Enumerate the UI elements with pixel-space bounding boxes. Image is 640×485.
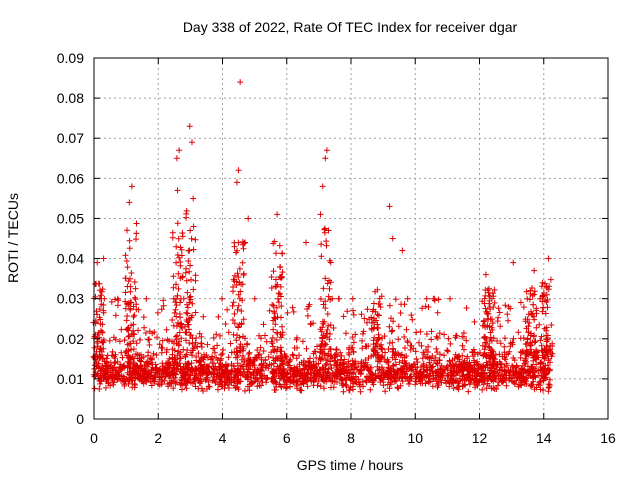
y-tick-label: 0.07 — [57, 130, 84, 146]
roti-point — [389, 235, 396, 242]
roti-point — [173, 155, 180, 162]
roti-point — [545, 255, 552, 262]
y-tick-label: 0.03 — [57, 291, 84, 307]
x-tick-label: 2 — [154, 430, 162, 446]
roti-point — [186, 123, 193, 130]
roti-point — [188, 139, 195, 146]
y-tick-label: 0.09 — [57, 50, 84, 66]
data-points — [90, 79, 556, 395]
roti-point — [100, 255, 107, 262]
x-tick-label: 0 — [90, 430, 98, 446]
roti-point-cloud — [90, 195, 556, 395]
y-tick-label: 0 — [76, 411, 84, 427]
x-tick-label: 6 — [283, 430, 291, 446]
roti-point — [235, 167, 242, 174]
y-axis-label: ROTI / TECUs — [5, 193, 21, 283]
y-tick-label: 0.02 — [57, 331, 84, 347]
roti-point — [317, 211, 324, 218]
roti-point — [323, 147, 330, 154]
x-tick-label: 4 — [219, 430, 227, 446]
x-tick-label: 12 — [472, 430, 488, 446]
roti-point — [176, 147, 183, 154]
roti-point — [399, 247, 406, 254]
chart-title: Day 338 of 2022, Rate Of TEC Index for r… — [183, 19, 518, 35]
roti-point — [128, 183, 135, 190]
roti-point — [126, 199, 133, 206]
roti-point — [274, 211, 281, 218]
axis-ticks — [93, 57, 609, 420]
roti-point — [325, 227, 332, 234]
roti-point — [510, 259, 517, 266]
roti-point — [94, 259, 101, 266]
roti-point — [319, 183, 326, 190]
roti-point — [233, 179, 240, 186]
roti-point — [322, 155, 329, 162]
y-tick-label: 0.08 — [57, 90, 84, 106]
x-tick-labels: 0 2 4 6 8 10 12 14 16 — [90, 430, 616, 446]
y-tick-labels: 0 0.01 0.02 0.03 0.04 0.05 0.06 0.07 0.08 0.09 — [57, 50, 84, 427]
x-tick-label: 10 — [407, 430, 423, 446]
roti-point — [174, 187, 181, 194]
roti-point — [237, 79, 244, 86]
x-axis-label: GPS time / hours — [297, 457, 404, 473]
x-tick-label: 8 — [347, 430, 355, 446]
roti-point — [531, 267, 538, 274]
x-tick-label: 14 — [536, 430, 552, 446]
grid-lines — [94, 58, 608, 419]
roti-point — [386, 203, 393, 210]
x-tick-label: 16 — [600, 430, 616, 446]
y-tick-label: 0.06 — [57, 170, 84, 186]
roti-point — [241, 239, 248, 246]
roti-point — [245, 215, 252, 222]
roti-point — [303, 239, 310, 246]
roti-point — [482, 271, 489, 278]
y-tick-label: 0.04 — [57, 251, 84, 267]
y-tick-label: 0.05 — [57, 210, 84, 226]
roti-point — [190, 223, 197, 230]
y-tick-label: 0.01 — [57, 371, 84, 387]
